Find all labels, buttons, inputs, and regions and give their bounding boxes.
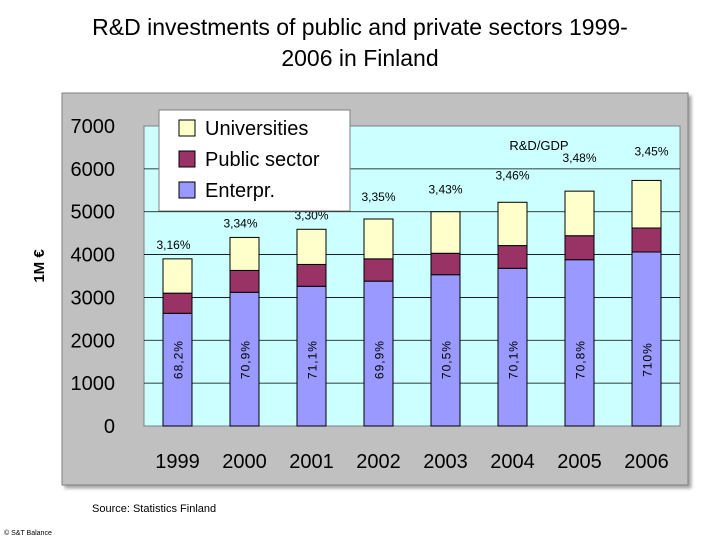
y-tick-label: 5000 — [71, 202, 116, 224]
y-tick-label: 0 — [104, 416, 115, 438]
x-axis-ticks: 1999 2000 2001 2002 2003 2004 2005 2006 — [155, 451, 669, 473]
rd-gdp-label: 3,46% — [495, 168, 529, 182]
chart-title: R&D investments of public and private se… — [40, 12, 680, 74]
x-tick-label: 2006 — [624, 451, 669, 473]
x-tick-label: 2004 — [490, 451, 535, 473]
bar-universities-2005 — [564, 190, 595, 237]
bar-public-sector-2002 — [363, 258, 394, 282]
rd-gdp-label: 3,45% — [634, 144, 668, 158]
enterprise-share-label: 710% — [641, 342, 655, 377]
chart-title-line-2: 2006 in Finland — [281, 45, 439, 71]
x-tick-label: 1999 — [155, 451, 200, 473]
enterprise-share-label: 68,2% — [172, 340, 186, 379]
rd-gdp-title: R&D/GDP — [509, 138, 568, 153]
bar-public-sector-1999 — [162, 292, 193, 314]
x-tick-label: 2005 — [557, 451, 602, 473]
y-tick-label: 4000 — [71, 245, 116, 267]
source-note: Source: Statistics Finland — [92, 503, 217, 515]
bar-universities-2001 — [296, 228, 327, 265]
bar-universities-2003 — [430, 211, 461, 254]
y-tick-label: 1000 — [71, 373, 116, 395]
rd-gdp-label: 3,34% — [223, 216, 257, 230]
x-tick-label: 2000 — [222, 451, 267, 473]
enterprise-share-label: 70,1% — [507, 340, 521, 379]
legend-swatch — [178, 119, 196, 137]
enterprise-share-labels: 68,2% 70,9% 71,1% 69,9% 70,5% 70,1% 70,8% 710% — [172, 340, 655, 379]
y-tick-label: 3000 — [71, 287, 116, 309]
legend-label: Public sector — [205, 149, 320, 171]
bar-public-sector-2000 — [229, 269, 260, 293]
y-tick-label: 6000 — [71, 159, 116, 181]
legend-label: Universities — [205, 118, 308, 140]
enterprise-share-label: 71,1% — [306, 340, 320, 379]
chart-title-line-1: R&D investments of public and private se… — [92, 14, 628, 40]
bar-universities-2002 — [363, 218, 394, 260]
enterprise-share-label: 70,9% — [239, 340, 253, 379]
bar-public-sector-2004 — [497, 245, 528, 269]
rd-gdp-labels: 3,16% 3,34% 3,30% 3,35% 3,43% 3,46% 3,48% 3,45% — [156, 144, 668, 251]
bar-enterpr-2001 — [296, 285, 327, 427]
legend: Universities Public sector Enterpr. — [158, 109, 351, 212]
legend-label: Enterpr. — [205, 180, 275, 202]
x-tick-label: 2003 — [423, 451, 468, 473]
y-axis-label: 1M € — [31, 249, 48, 283]
bar-public-sector-2003 — [430, 252, 461, 276]
bar-universities-2000 — [229, 236, 260, 271]
enterprise-share-label: 70,5% — [440, 340, 454, 379]
bar-enterpr-2000 — [229, 291, 260, 427]
legend-swatch — [178, 181, 196, 199]
enterprise-share-label: 69,9% — [373, 340, 387, 379]
bar-universities-1999 — [162, 258, 193, 294]
bar-public-sector-2005 — [564, 235, 595, 261]
bar-universities-2004 — [497, 201, 528, 247]
rd-gdp-label: 3,43% — [428, 183, 462, 197]
bar-enterpr-2002 — [363, 280, 394, 427]
bar-public-sector-2006 — [631, 227, 662, 253]
rd-gdp-label: 3,35% — [361, 190, 395, 204]
x-tick-label: 2002 — [356, 451, 401, 473]
enterprise-share-label: 70,8% — [574, 340, 588, 379]
y-tick-label: 2000 — [71, 330, 116, 352]
copyright-note: © S&T Balance — [4, 530, 52, 537]
legend-swatch — [178, 150, 196, 168]
bar-enterpr-2003 — [430, 274, 461, 427]
bar-enterpr-2005 — [564, 259, 595, 427]
bar-public-sector-2001 — [296, 263, 327, 287]
rd-gdp-label: 3,48% — [562, 151, 596, 165]
x-tick-label: 2001 — [289, 451, 334, 473]
rd-gdp-label: 3,30% — [294, 208, 328, 222]
bars — [162, 179, 662, 427]
bar-enterpr-2006 — [631, 251, 662, 427]
y-axis-ticks: 0 1000 2000 3000 4000 5000 6000 7000 — [71, 116, 116, 438]
y-tick-label: 7000 — [71, 116, 116, 138]
bar-universities-2006 — [631, 179, 662, 229]
rd-gdp-label: 3,16% — [156, 238, 190, 252]
